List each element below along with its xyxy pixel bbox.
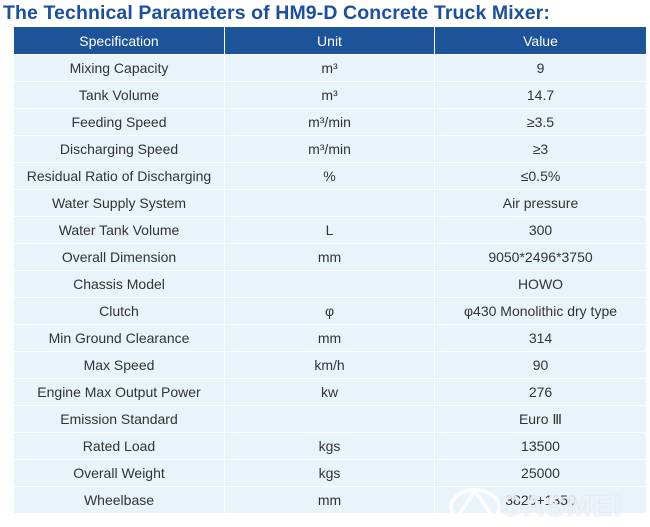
table-row: Discharging Speed m³/min ≥3 — [13, 135, 647, 163]
table-row: Feeding Speed m³/min ≥3.5 — [13, 108, 647, 136]
cell-specification: Emission Standard — [13, 405, 225, 433]
cell-unit — [224, 405, 435, 433]
table-row: Clutch φ φ430 Monolithic dry type — [13, 297, 647, 325]
cell-specification: Engine Max Output Power — [13, 378, 225, 406]
cell-value: 14.7 — [434, 81, 647, 109]
header-unit: Unit — [224, 26, 435, 55]
table-row: Rated Load kgs 13500 — [13, 432, 647, 460]
cell-unit: % — [224, 162, 435, 190]
cell-specification: Water Tank Volume — [13, 216, 225, 244]
cell-specification: Max Speed — [13, 351, 225, 379]
cell-specification: Feeding Speed — [13, 108, 225, 136]
cell-value: HOWO — [434, 270, 647, 298]
cell-value: ≥3 — [434, 135, 647, 163]
cell-value: 9050*2496*3750 — [434, 243, 647, 271]
cell-unit: kgs — [224, 432, 435, 460]
cell-unit: kgs — [224, 459, 435, 487]
table-row: Tank Volume m³ 14.7 — [13, 81, 647, 109]
cell-value: 90 — [434, 351, 647, 379]
cell-specification: Overall Dimension — [13, 243, 225, 271]
cell-value: Euro Ⅲ — [434, 405, 647, 433]
cell-unit: mm — [224, 324, 435, 352]
table-header-row: Specification Unit Value — [13, 26, 647, 55]
cell-value: 276 — [434, 378, 647, 406]
cell-specification: Discharging Speed — [13, 135, 225, 163]
table-row: Min Ground Clearance mm 314 — [13, 324, 647, 352]
cell-unit — [224, 189, 435, 217]
table-row: Overall Weight kgs 25000 — [13, 459, 647, 487]
cell-specification: Tank Volume — [13, 81, 225, 109]
table-row: Water Tank Volume L 300 — [13, 216, 647, 244]
table-row: Overall Dimension mm 9050*2496*3750 — [13, 243, 647, 271]
cell-value: 300 — [434, 216, 647, 244]
table-row: Chassis Model HOWO — [13, 270, 647, 298]
cell-specification: Residual Ratio of Discharging — [13, 162, 225, 190]
spec-table: Specification Unit Value Mixing Capacity… — [13, 26, 647, 514]
cell-unit: mm — [224, 243, 435, 271]
cell-specification: Mixing Capacity — [13, 54, 225, 82]
table-row: Residual Ratio of Discharging% ≤0.5% — [13, 162, 647, 190]
cell-value: 9 — [434, 54, 647, 82]
table-row: Wheelbase mm 3825+1350 — [13, 486, 647, 514]
cell-value: ≤0.5% — [434, 162, 647, 190]
cell-value: ≥3.5 — [434, 108, 647, 136]
cell-specification: Clutch — [13, 297, 225, 325]
cell-specification: Overall Weight — [13, 459, 225, 487]
cell-specification: Chassis Model — [13, 270, 225, 298]
table-row: Mixing Capacity m³ 9 — [13, 54, 647, 82]
cell-unit: m³/min — [224, 135, 435, 163]
cell-value: 314 — [434, 324, 647, 352]
header-value: Value — [434, 26, 647, 55]
table-row: Engine Max Output Power kw 276 — [13, 378, 647, 406]
cell-value: 3825+1350 — [434, 486, 647, 514]
cell-unit: φ — [224, 297, 435, 325]
header-specification: Specification — [13, 26, 225, 55]
table-row: Max Speed km/h 90 — [13, 351, 647, 379]
cell-unit: kw — [224, 378, 435, 406]
cell-specification: Min Ground Clearance — [13, 324, 225, 352]
table-row: Water Supply System Air pressure — [13, 189, 647, 217]
table-row: Emission Standard Euro Ⅲ — [13, 405, 647, 433]
cell-value: Air pressure — [434, 189, 647, 217]
cell-value: 13500 — [434, 432, 647, 460]
cell-unit: m³ — [224, 81, 435, 109]
table-body: Mixing Capacity m³ 9 Tank Volume m³ 14.7 Feedi… — [13, 54, 647, 514]
cell-specification: Wheelbase — [13, 486, 225, 514]
cell-specification: Rated Load — [13, 432, 225, 460]
cell-value: φ430 Monolithic dry type — [434, 297, 647, 325]
cell-unit: L — [224, 216, 435, 244]
cell-unit: km/h — [224, 351, 435, 379]
cell-unit: m³ — [224, 54, 435, 82]
page-title: The Technical Parameters of HM9-D Concre… — [3, 2, 550, 24]
cell-unit: mm — [224, 486, 435, 514]
cell-unit — [224, 270, 435, 298]
cell-specification: Water Supply System — [13, 189, 225, 217]
cell-value: 25000 — [434, 459, 647, 487]
cell-unit: m³/min — [224, 108, 435, 136]
